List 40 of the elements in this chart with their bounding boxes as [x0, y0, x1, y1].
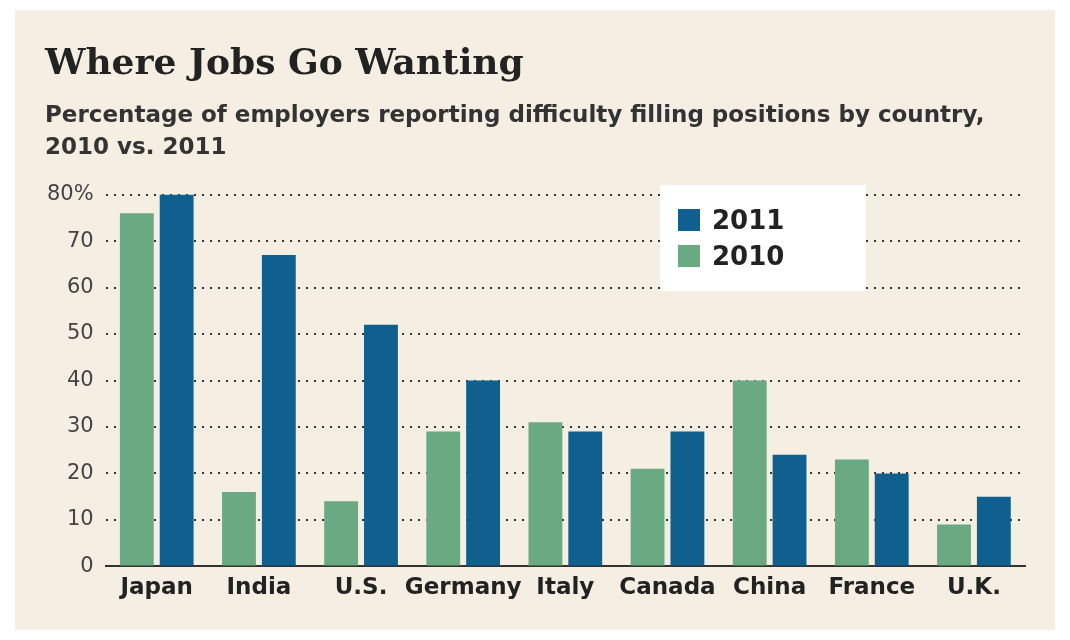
- x-tick-label: Japan: [118, 573, 193, 600]
- legend-label: 2011: [712, 205, 785, 235]
- bar: [528, 422, 563, 566]
- bar: [937, 524, 971, 566]
- chart-subtitle: Percentage of employers reporting difficulty filling positions by country, 2010 vs. 2011: [45, 100, 985, 161]
- x-tick-label: India: [226, 573, 292, 600]
- y-tick-label: 10: [66, 506, 94, 531]
- bar: [426, 431, 461, 566]
- bar: [976, 496, 1011, 566]
- legend-label: 2010: [712, 241, 785, 271]
- y-tick-label: 0: [80, 552, 94, 577]
- bar: [732, 380, 767, 566]
- y-tick-label: 30: [66, 413, 94, 438]
- y-tick-label: 50: [66, 320, 94, 345]
- x-tick-label: China: [733, 573, 807, 600]
- bar: [222, 492, 256, 566]
- x-tick-label: Italy: [536, 573, 595, 600]
- bar: [670, 431, 705, 566]
- bar: [159, 194, 194, 566]
- x-tick-label: Germany: [404, 573, 522, 600]
- bar: [119, 213, 154, 566]
- bar: [630, 468, 665, 566]
- bar: [324, 501, 359, 566]
- bar: [364, 324, 398, 566]
- bar: [568, 431, 603, 566]
- y-tick-label: 80%: [46, 181, 94, 206]
- chart-title: Where Jobs Go Wanting: [45, 40, 524, 82]
- y-tick-label: 40: [66, 366, 94, 391]
- bar: [834, 459, 869, 566]
- y-tick-label: 20: [66, 459, 94, 484]
- bar: [261, 255, 296, 566]
- x-tick-label: Canada: [619, 573, 716, 600]
- bar: [772, 454, 807, 566]
- x-tick-label: France: [828, 573, 916, 600]
- bar: [874, 473, 909, 566]
- x-tick-label: U.K.: [946, 573, 1001, 600]
- bar: [466, 380, 501, 566]
- y-tick-label: 70: [66, 227, 94, 252]
- y-tick-label: 60: [66, 274, 94, 298]
- x-tick-label: U.S.: [334, 573, 388, 600]
